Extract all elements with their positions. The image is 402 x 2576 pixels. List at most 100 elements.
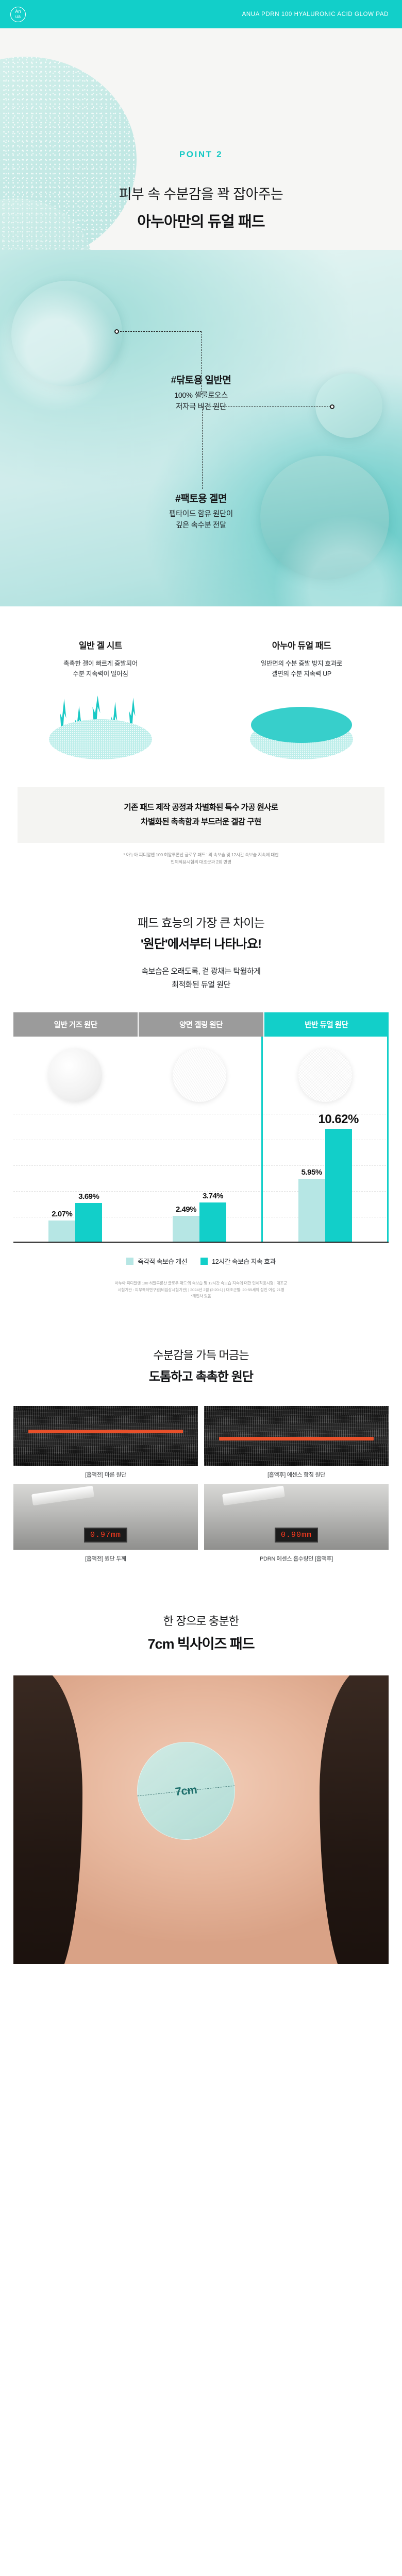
fabric-photo-grid: [흡액전] 마른 원단 [흡액후] 에센스 함침 원단 0.97mm [흡액전]… <box>13 1405 389 1563</box>
chart-footnote-line-3: *개인차 있음 <box>191 1294 211 1298</box>
fabric-comparison-chart: 일반 거즈 원단 양면 겔링 원단 반반 듀얼 원단 <box>13 1012 389 1300</box>
legend-label-12h: 12시간 속보습 지속 효과 <box>212 1258 276 1265</box>
chart-heading-line-2: '원단'에서부터 나타나요! <box>140 937 262 951</box>
comparison-left-desc-2: 수분 지속력이 떨어짐 <box>73 670 128 677</box>
bar-0-12h: 3.69% <box>75 1192 103 1243</box>
category-header-0: 일반 거즈 원단 <box>13 1012 139 1037</box>
comparison-right-desc-2: 겔면의 수분 지속력 UP <box>272 670 331 677</box>
comparison-left-illustration <box>7 686 194 764</box>
chart-footnote-line-1: 아누아 피디알엔 100 히알루론산 글로우 패드'의 속보습 및 12시간 속… <box>114 1281 288 1285</box>
bar-label-0-immediate: 2.07% <box>52 1209 73 1218</box>
comparison-column-anua: 아누아 듀얼 패드 일반면의 수분 증발 방지 효과로 겔면의 수분 지속력 U… <box>201 638 402 764</box>
pad-comparison-section: 일반 겔 시트 촉촉한 겔이 빠르게 증발되어 수분 지속력이 떨어짐 <box>0 606 402 866</box>
fabric-caption-2: [흡액전] 원단 두께 <box>85 1555 126 1562</box>
model-hair-right <box>320 1675 389 1964</box>
comparison-footnote: * 아누아 피디알엔 100 히알루론산 글로우 패드 ' 의 속보습 및 12… <box>21 851 381 866</box>
chart-x-axis <box>13 1242 389 1243</box>
callout-a-leader-vertical <box>201 331 202 395</box>
chart-legend: 즉각적 속보습 개선 12시간 속보습 지속 효과 <box>13 1256 389 1266</box>
callout-b-text: #팩토용 겔면 펩타이드 함유 원단이 깊은 속수분 전달 <box>119 491 283 531</box>
legend-label-immediate: 즉각적 속보습 개선 <box>138 1258 188 1265</box>
bar-1-immediate: 2.49% <box>173 1205 199 1243</box>
claim-line-1: 기존 패드 제작 공정과 차별화된 특수 가공 원사로 <box>124 803 278 812</box>
logo-line-2: ua <box>15 13 21 19</box>
fabric-photo-cell-0: [흡액전] 마른 원단 <box>13 1405 198 1479</box>
fabric-photo-cell-1: [흡액후] 에센스 함침 원단 <box>204 1405 389 1479</box>
chart-plot-area: 2.07% 3.69% 2.49% 3.74% <box>13 1112 389 1243</box>
chart-subheading-line-2: 최적화된 듀얼 원단 <box>172 980 230 989</box>
manufacturing-claim-box: 기존 패드 제작 공정과 차별화된 특수 가공 원사로 차별화된 촉촉함과 부드… <box>18 787 384 843</box>
legend-swatch-immediate-icon <box>126 1257 134 1265</box>
chart-footnote-line-2: 시험기관 : 피부특허연구원(비임상시험기관) | 2024년 2월 (2:20… <box>118 1287 284 1292</box>
point-kicker: POINT 2 <box>179 149 223 159</box>
anua-logo[interactable]: An ua <box>10 6 26 22</box>
fabric-caption-3: PDRN 에센스 흡수량인 [흡액후] <box>260 1555 333 1562</box>
model-hair-left <box>13 1675 82 1964</box>
caliper-probe-icon <box>222 1485 285 1505</box>
pad-ellipse-right-gel-cap <box>251 707 352 743</box>
fabric-heading-line-1: 수분감을 가득 머금는 <box>153 1348 249 1362</box>
bar-group-1: 2.49% 3.74% <box>138 1114 262 1243</box>
pad-size-section: 한 장으로 충분한 7cm 빅사이즈 패드 7cm <box>0 1563 402 1964</box>
comparison-right-illustration <box>208 686 395 764</box>
efficacy-chart-section: 패드 효능의 가장 큰 차이는 '원단'에서부터 나타나요! 속보습은 오래도록… <box>0 866 402 1300</box>
model-using-pad-photo: 7cm <box>13 1675 389 1964</box>
gauge-reading-soaked: 0.90mm <box>274 1527 319 1543</box>
fabric-heading-line-2: 도톰하고 촉촉한 원단 <box>148 1369 254 1384</box>
comparison-right-desc-1: 일반면의 수분 증발 방지 효과로 <box>260 660 343 667</box>
caliper-probe-icon <box>31 1485 94 1505</box>
bar-group-0: 2.07% 3.69% <box>13 1114 138 1243</box>
bar-2-immediate: 5.95% <box>298 1168 325 1243</box>
fabric-swatch-dual <box>298 1048 352 1102</box>
bar-2-12h: 10.62% <box>318 1112 359 1243</box>
callout-b-sub-1: 펩타이드 함유 원단이 <box>169 510 233 518</box>
chart-footnote: 아누아 피디알엔 100 히알루론산 글로우 패드'의 속보습 및 12시간 속… <box>29 1280 373 1300</box>
pad-ellipse-left <box>49 719 152 759</box>
fabric-photo-cell-3: 0.90mm PDRN 에센스 흡수량인 [흡액후] <box>204 1483 389 1563</box>
hero-headline-line-2: 아누아만의 듀얼 패드 <box>137 214 265 230</box>
measure-bar-icon <box>28 1429 183 1433</box>
callout-b-title: #팩토용 겔면 <box>175 494 227 504</box>
fabric-caption-0: [흡액전] 마른 원단 <box>85 1471 126 1478</box>
pad-image-right-upper <box>315 374 382 438</box>
bar-label-2-12h: 10.62% <box>318 1112 359 1126</box>
legend-item-12h: 12시간 속보습 지속 효과 <box>200 1256 276 1266</box>
callout-b-sub-2: 깊은 속수분 전달 <box>176 521 226 530</box>
fabric-swatch-gauze <box>48 1048 103 1102</box>
bar-label-2-immediate: 5.95% <box>301 1168 323 1177</box>
product-detail-page: An ua ANUA PDRN 100 HYALURONIC ACID GLOW… <box>0 0 402 2000</box>
swatch-cell-2 <box>261 1037 389 1114</box>
page-bottom-spacer <box>0 1964 402 2000</box>
bar-label-1-immediate: 2.49% <box>175 1205 197 1214</box>
bar-0-immediate: 2.07% <box>48 1210 76 1243</box>
callout-a-leader-horizontal <box>120 331 202 332</box>
category-header-1: 양면 겔링 원단 <box>139 1012 264 1037</box>
swatch-cell-1 <box>138 1037 262 1114</box>
comparison-left-title: 일반 겔 시트 <box>78 641 123 651</box>
hero-section: POINT 2 피부 속 수분감을 꽉 잡아주는 아누아만의 듀얼 패드 #닦토… <box>0 28 402 606</box>
chart-subheading-line-1: 속보습은 오래도록, 겉 광채는 탁월하게 <box>141 967 261 976</box>
comparison-right-title: 아누아 듀얼 패드 <box>272 641 331 651</box>
claim-line-2: 차별화된 촉촉함과 부드러운 겔감 구현 <box>141 818 261 826</box>
bar-1-12h: 3.74% <box>199 1192 226 1243</box>
hero-headline-line-1: 피부 속 수분감을 꽉 잡아주는 <box>119 187 283 202</box>
fabric-photo-dry <box>13 1405 198 1466</box>
thickness-gauge-soaked: 0.90mm <box>204 1483 389 1550</box>
callout-a-sub-2: 저자극 비건 원단 <box>176 403 226 411</box>
bar-label-0-12h: 3.69% <box>78 1192 99 1201</box>
size-heading-line-1: 한 장으로 충분한 <box>163 1614 240 1628</box>
bar-group-2: 5.95% 10.62% <box>261 1112 389 1243</box>
swatch-cell-0 <box>13 1037 138 1114</box>
product-photo <box>0 250 402 606</box>
brand-header-bar: An ua ANUA PDRN 100 HYALURONIC ACID GLOW… <box>0 0 402 28</box>
fabric-swatch-row <box>13 1037 389 1114</box>
legend-swatch-12h-icon <box>200 1257 208 1265</box>
product-title: ANUA PDRN 100 HYALURONIC ACID GLOW PAD <box>242 11 389 18</box>
callout-b-leader-horizontal <box>202 406 331 407</box>
logo-line-1: An <box>15 9 21 14</box>
pad-image-top-left <box>4 274 129 394</box>
callout-a-title: #닦토용 일반면 <box>171 375 231 386</box>
fabric-photo-cell-2: 0.97mm [흡액전] 원단 두께 <box>13 1483 198 1563</box>
size-heading-line-2: 7cm 빅사이즈 패드 <box>147 1636 255 1652</box>
measure-bar-icon <box>219 1436 374 1440</box>
